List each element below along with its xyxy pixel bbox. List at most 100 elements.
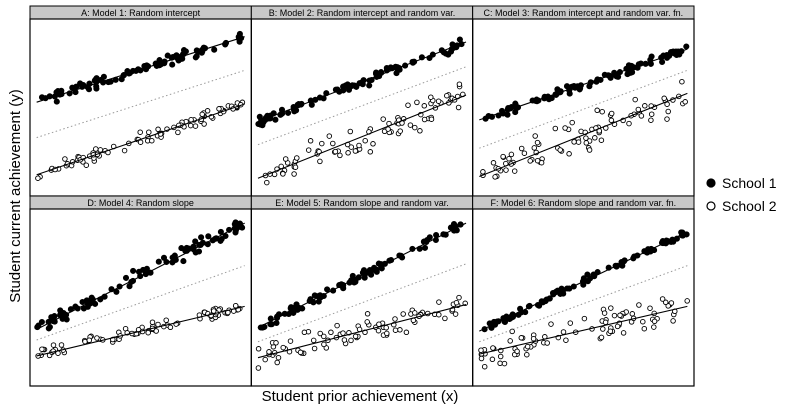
data-point (317, 158, 323, 165)
data-point (592, 135, 598, 141)
data-point (648, 111, 655, 117)
data-point (648, 53, 655, 60)
data-point (352, 333, 359, 340)
data-point (617, 312, 623, 319)
data-point (39, 346, 45, 352)
data-point (384, 330, 390, 337)
data-point (512, 109, 519, 116)
data-point (635, 106, 642, 113)
data-point (352, 148, 359, 154)
data-point (370, 141, 376, 147)
data-point (356, 142, 362, 149)
data-point (524, 351, 530, 358)
panel-c: C: Model 3: Random intercept and random … (472, 5, 695, 197)
data-point (501, 360, 508, 367)
data-point (586, 147, 593, 153)
data-point (361, 274, 368, 281)
data-point (287, 338, 294, 344)
data-point (293, 301, 300, 308)
data-point (255, 346, 262, 352)
data-point (665, 108, 671, 115)
data-point (130, 267, 137, 274)
series-school-2 (35, 99, 246, 181)
data-point (347, 128, 354, 135)
data-point (500, 153, 506, 160)
legend-filled-marker (706, 178, 716, 188)
data-point (321, 341, 327, 348)
data-point (266, 349, 272, 355)
data-point (93, 75, 100, 82)
data-point (428, 116, 435, 122)
data-point (452, 311, 459, 317)
data-point (478, 355, 485, 362)
data-point (199, 111, 205, 118)
data-point (160, 254, 168, 261)
data-point (93, 85, 100, 92)
data-point (507, 338, 513, 344)
data-point (210, 308, 217, 314)
data-point (571, 139, 577, 145)
panel-title: F: Model 6: Random slope and random var.… (491, 198, 677, 208)
x-axis-label: Student prior achievement (x) (262, 388, 459, 405)
data-point (192, 249, 199, 256)
data-point (46, 323, 53, 331)
data-point (679, 78, 685, 85)
legend-open-marker (706, 201, 716, 211)
fit-line-school-1 (257, 222, 467, 329)
data-point (324, 286, 331, 293)
data-point (442, 315, 448, 322)
data-point (187, 122, 194, 129)
series-school-1 (482, 43, 690, 122)
data-point (387, 64, 394, 71)
fit-line-school-2 (36, 305, 245, 357)
reference-line (479, 265, 688, 343)
data-point (126, 283, 133, 290)
data-point (569, 119, 575, 126)
data-point (273, 319, 280, 327)
data-point (310, 337, 317, 344)
data-point (608, 110, 615, 117)
data-point (392, 327, 399, 333)
data-point (321, 333, 327, 340)
data-point (307, 138, 314, 144)
data-point (481, 363, 488, 370)
data-point (548, 321, 554, 327)
data-point (456, 81, 463, 87)
data-point (149, 319, 156, 325)
data-point (563, 337, 569, 343)
fit-line-school-2 (257, 304, 467, 359)
data-point (534, 157, 541, 164)
fit-line-school-1 (479, 48, 688, 121)
data-point (562, 125, 568, 131)
data-point (375, 260, 382, 267)
fit-line-school-2 (479, 92, 688, 178)
data-point (341, 337, 348, 343)
data-point (594, 107, 600, 114)
data-point (155, 126, 161, 133)
data-point (455, 104, 462, 111)
data-point (480, 169, 486, 175)
data-point (97, 147, 104, 153)
data-point (383, 324, 389, 331)
data-point (651, 324, 657, 330)
data-point (376, 321, 382, 327)
data-point (421, 116, 428, 123)
data-point (94, 335, 100, 341)
data-point (492, 174, 498, 180)
data-point (255, 365, 262, 371)
data-point (93, 146, 99, 152)
data-point (552, 125, 559, 132)
data-point (683, 43, 690, 50)
data-point (272, 116, 279, 123)
data-point (58, 342, 65, 348)
data-point (435, 98, 442, 104)
data-point (332, 148, 339, 155)
data-point (403, 329, 410, 336)
data-point (340, 330, 346, 336)
data-point (180, 258, 187, 265)
data-point (426, 234, 433, 241)
data-point (301, 329, 308, 336)
series-school-2 (262, 81, 466, 186)
data-point (345, 150, 351, 156)
